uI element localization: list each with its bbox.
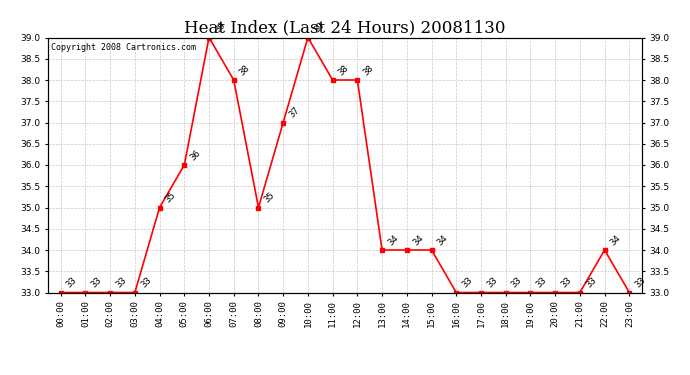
Text: 35: 35 (263, 191, 277, 205)
Text: 33: 33 (584, 276, 598, 290)
Text: 33: 33 (633, 276, 647, 290)
Text: 38: 38 (337, 63, 351, 77)
Text: 33: 33 (90, 276, 104, 290)
Text: 33: 33 (65, 276, 79, 290)
Text: 36: 36 (188, 148, 202, 162)
Text: 33: 33 (460, 276, 475, 290)
Text: 35: 35 (164, 191, 178, 205)
Text: 37: 37 (287, 106, 302, 120)
Text: 38: 38 (362, 63, 375, 77)
Text: 39: 39 (312, 21, 326, 35)
Text: 33: 33 (485, 276, 499, 290)
Text: 33: 33 (510, 276, 524, 290)
Text: 34: 34 (411, 233, 425, 247)
Text: 34: 34 (435, 233, 450, 247)
Text: 33: 33 (115, 276, 128, 290)
Title: Heat Index (Last 24 Hours) 20081130: Heat Index (Last 24 Hours) 20081130 (184, 19, 506, 36)
Text: 34: 34 (609, 233, 623, 247)
Text: 33: 33 (560, 276, 573, 290)
Text: 34: 34 (386, 233, 400, 247)
Text: 38: 38 (238, 63, 252, 77)
Text: 33: 33 (535, 276, 549, 290)
Text: 33: 33 (139, 276, 153, 290)
Text: Copyright 2008 Cartronics.com: Copyright 2008 Cartronics.com (51, 43, 196, 52)
Text: 39: 39 (213, 21, 227, 35)
